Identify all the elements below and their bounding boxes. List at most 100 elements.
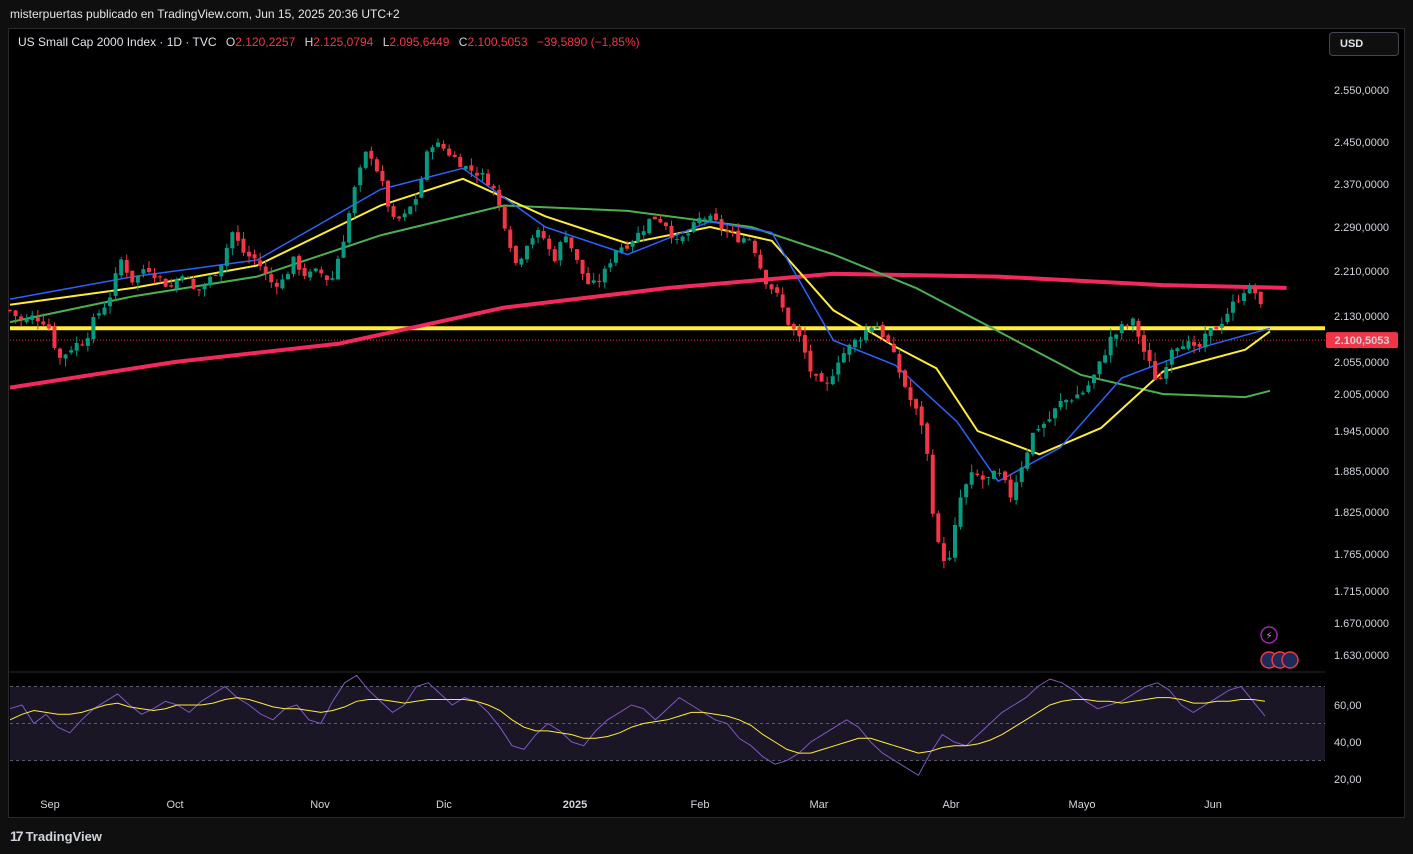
moving-average-line xyxy=(9,204,1271,399)
candle-body xyxy=(914,399,919,409)
candle-body xyxy=(608,263,613,268)
candle-body xyxy=(686,233,691,236)
chart-legend: US Small Cap 2000 Index · 1D · TVC O2.12… xyxy=(18,35,640,49)
candle-body xyxy=(1192,341,1197,346)
rsi-line xyxy=(9,674,1266,777)
candle-body xyxy=(1103,355,1108,363)
price-tick: 1.765,0000 xyxy=(1334,549,1389,561)
candle-body xyxy=(891,343,896,353)
candle-body xyxy=(102,307,107,315)
candle-body xyxy=(547,238,552,250)
candle-body xyxy=(69,350,74,353)
candle-body xyxy=(658,219,663,223)
candle-body xyxy=(291,256,296,274)
candle-body xyxy=(1164,367,1169,379)
price-tick: 2.005,0000 xyxy=(1334,389,1389,401)
candle-body xyxy=(235,232,240,241)
candle-body xyxy=(202,285,207,290)
candle-body xyxy=(575,249,579,260)
candle-body xyxy=(719,219,724,230)
candle-body xyxy=(1230,301,1235,313)
candle-body xyxy=(180,276,185,281)
candle-body xyxy=(875,326,880,329)
candle-body xyxy=(1030,432,1035,455)
candle-body xyxy=(1108,336,1113,356)
candle-body xyxy=(324,275,329,281)
candle-body xyxy=(919,406,924,426)
candle-body xyxy=(1080,392,1085,395)
candle-body xyxy=(8,310,12,312)
candle-body xyxy=(1036,428,1041,431)
candle-body xyxy=(1125,325,1130,327)
candle-body xyxy=(708,215,713,221)
candle-body xyxy=(775,287,780,293)
candle-body xyxy=(85,338,90,346)
tradingview-logo-icon: 17 xyxy=(10,828,24,844)
high-label: H xyxy=(304,35,314,49)
candle-body xyxy=(419,179,424,198)
moving-average-line xyxy=(9,271,1287,390)
candle-body xyxy=(936,513,941,543)
candle-body xyxy=(591,280,596,283)
candle-body xyxy=(430,147,435,153)
candle-body xyxy=(30,315,35,320)
candle-body xyxy=(63,354,68,359)
candle-body xyxy=(252,254,257,259)
candle-body xyxy=(1047,419,1052,422)
candle-body xyxy=(135,275,140,283)
currency-button[interactable]: USD xyxy=(1329,32,1399,56)
candle-body xyxy=(1097,361,1102,375)
candle-body xyxy=(1203,333,1208,348)
candle-body xyxy=(752,240,757,254)
candle-body xyxy=(925,423,930,454)
candle-body xyxy=(369,150,374,159)
price-tick: 2.130,0000 xyxy=(1334,311,1389,323)
candle-body xyxy=(758,254,763,269)
candle-body xyxy=(424,151,429,180)
candle-body xyxy=(602,268,607,283)
footer-brand[interactable]: 17 TradingView xyxy=(10,828,102,844)
candle-body xyxy=(1153,361,1158,380)
candle-body xyxy=(1186,341,1191,349)
rsi-tick: 20,00 xyxy=(1334,774,1362,786)
candle-body xyxy=(74,343,79,351)
candle-body xyxy=(241,238,246,253)
candle-body xyxy=(491,185,496,189)
candle-body xyxy=(625,245,630,249)
candle-body xyxy=(1069,400,1074,402)
candle-body xyxy=(1008,479,1013,498)
candle-body xyxy=(524,245,529,260)
candle-body xyxy=(458,156,463,168)
candle-body xyxy=(1130,318,1135,326)
candle-body xyxy=(119,259,124,276)
candle-body xyxy=(908,387,913,401)
open-value: 2.120,2257 xyxy=(235,35,296,49)
candle-body xyxy=(91,317,96,340)
candle-body xyxy=(902,370,907,387)
symbol-label[interactable]: US Small Cap 2000 Index · 1D · TVC xyxy=(18,35,217,49)
candle-body xyxy=(814,374,819,376)
candle-body xyxy=(852,339,857,348)
candle-body xyxy=(347,213,352,243)
candle-body xyxy=(213,274,218,276)
candle-body xyxy=(447,148,452,156)
candle-body xyxy=(163,278,168,287)
candle-body xyxy=(652,216,657,220)
candle-body xyxy=(1258,291,1263,305)
candle-body xyxy=(764,269,768,285)
candle-body xyxy=(352,187,357,214)
price-tick: 2.290,0000 xyxy=(1334,222,1389,234)
candle-body xyxy=(302,267,307,277)
candle-body xyxy=(780,294,785,308)
candle-body xyxy=(541,231,546,239)
candle-body xyxy=(964,484,969,498)
candle-body xyxy=(586,272,591,285)
candle-body xyxy=(663,222,668,227)
candle-body xyxy=(452,154,457,157)
candle-body xyxy=(1119,324,1124,333)
candle-body xyxy=(1114,334,1119,339)
candle-body xyxy=(152,273,157,279)
publish-bar: misterpuertas publicado en TradingView.c… xyxy=(0,0,1413,28)
last-price-label: 2.100,5053 xyxy=(1334,335,1389,347)
